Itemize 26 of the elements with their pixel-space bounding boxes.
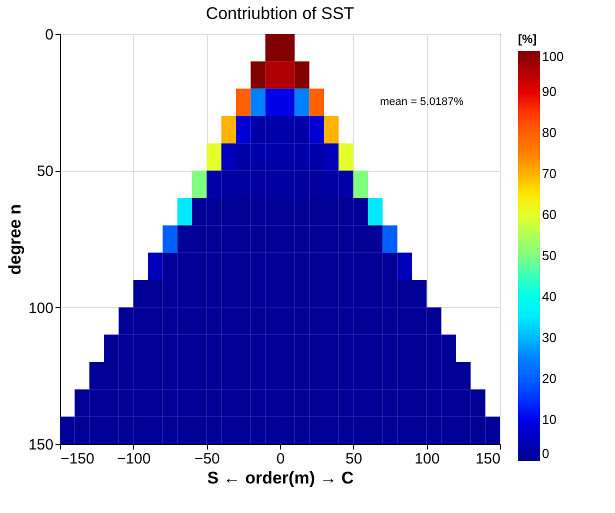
y-tick-label: 150 <box>28 436 54 454</box>
x-tick-label: −150 <box>60 450 94 468</box>
color-bar-label: 70 <box>542 166 556 181</box>
color-bar-label: 10 <box>542 412 556 427</box>
color-bar-label: 30 <box>542 330 556 345</box>
x-tick-label: −100 <box>116 450 151 468</box>
chart-title: Contriubtion of SST <box>206 4 354 23</box>
x-tick-label: 150 <box>475 450 500 468</box>
y-tick-label: 50 <box>36 163 54 180</box>
color-bar-label: 80 <box>542 125 556 140</box>
annotation: mean = 5.0187% <box>380 96 464 108</box>
y-tick-label: 0 <box>45 26 54 44</box>
color-bar-label: 50 <box>542 248 556 263</box>
x-tick-label: −50 <box>194 450 220 468</box>
y-tick-label: 100 <box>28 300 54 317</box>
x-tick-label: 0 <box>276 450 285 468</box>
y-axis-title: degree n <box>5 204 24 275</box>
color-bar-label: 90 <box>542 84 556 99</box>
color-bar-label: 60 <box>542 207 556 222</box>
color-bar-label: 20 <box>542 371 556 386</box>
x-tick-label: 50 <box>345 450 362 468</box>
color-bar-label: 40 <box>542 289 556 304</box>
x-axis-title: S ← order(m) → C <box>207 468 354 488</box>
x-tick-label: 100 <box>414 450 440 468</box>
color-bar-title: [%] <box>518 32 537 46</box>
color-bar-label: 100 <box>542 49 564 64</box>
